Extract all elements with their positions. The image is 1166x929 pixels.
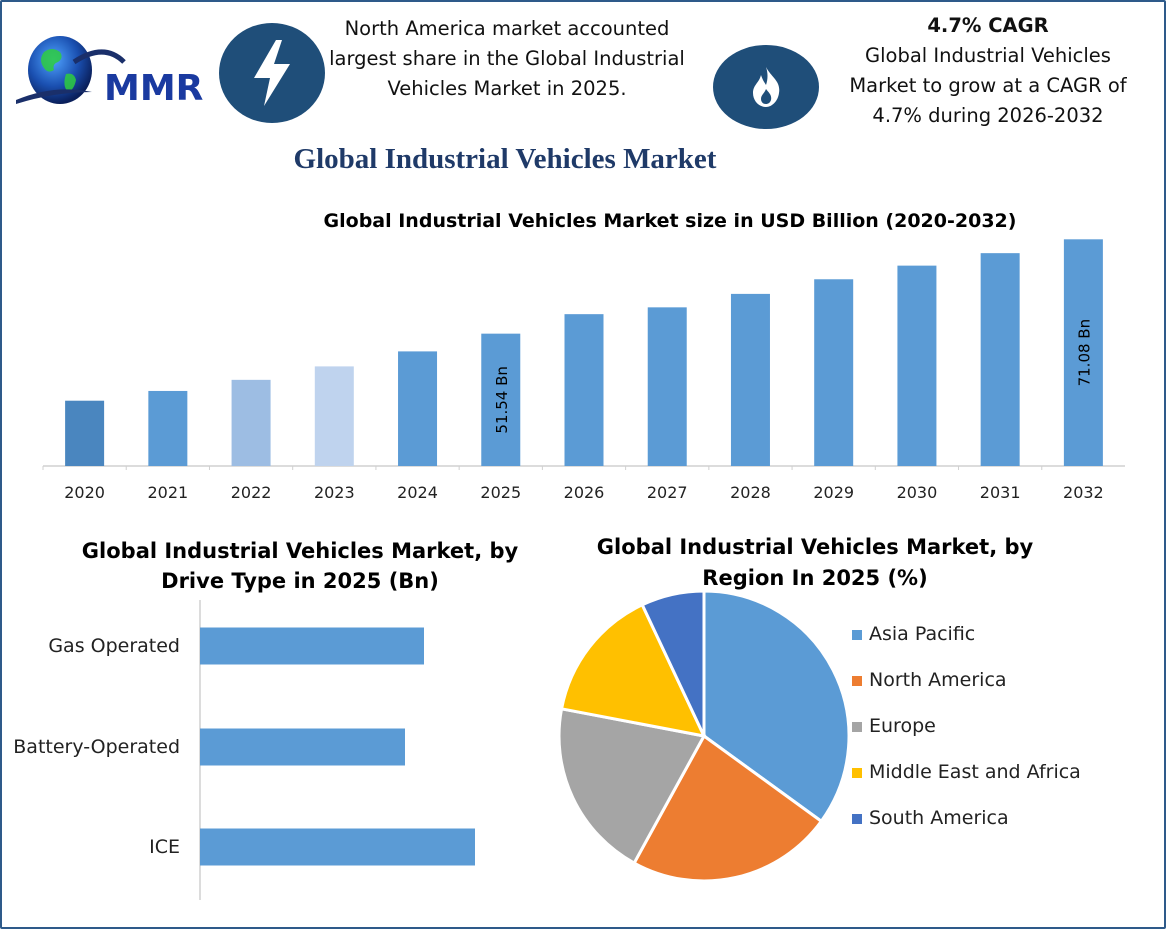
data-label-2025: 51.54 Bn (493, 366, 511, 434)
bar-2026 (564, 314, 604, 466)
main-title: Global Industrial Vehicles Market (293, 143, 717, 175)
bar-2020 (65, 400, 105, 466)
x-tick-label-2020: 2020 (64, 483, 105, 502)
legend-label-middle-east-and-africa: Middle East and Africa (869, 761, 1081, 783)
mmr-logo: MMR (14, 22, 214, 112)
market-size-bar-chart: 2020 2021 2022 2023 2024 2025 51.54 Bn 2026 2027… (42, 239, 1125, 502)
cagr-callout: 4.7% CAGR Global Industrial Vehicles Mar… (830, 11, 1146, 131)
drive-type-chart-title: Global Industrial Vehicles Market, by Dr… (81, 539, 519, 593)
x-tick-label-2032: 2032 (1063, 483, 1104, 502)
x-tick-label-2026: 2026 (564, 483, 605, 502)
data-label-2032: 71.08 Bn (1075, 319, 1093, 387)
x-tick-label-2028: 2028 (730, 483, 771, 502)
legend-swatch (852, 814, 862, 824)
x-tick-label-2031: 2031 (980, 483, 1021, 502)
bar-2025 (481, 333, 521, 466)
bar-chart-title: Global Industrial Vehicles Market size i… (323, 210, 1017, 232)
cagr-title: 4.7% CAGR (927, 14, 1049, 37)
legend-label-north-america: North America (869, 669, 1007, 691)
pie-slice-asia-pacific (702, 589, 851, 824)
bar-2031 (980, 253, 1020, 466)
bar-2028 (730, 293, 770, 466)
legend-label-asia-pacific: Asia Pacific (869, 623, 975, 645)
bar-2030 (897, 265, 937, 466)
bar-2027 (647, 307, 687, 466)
flame-icon (713, 45, 819, 129)
legend-swatch (852, 630, 862, 640)
bar-2024 (398, 351, 438, 466)
bar-2029 (814, 279, 854, 466)
x-tick-label-2021: 2021 (147, 483, 188, 502)
category-label: Battery-Operated (13, 736, 180, 758)
x-tick-label-2029: 2029 (813, 483, 854, 502)
legend-swatch (852, 768, 862, 778)
legend-swatch (852, 722, 862, 732)
x-tick-label-2023: 2023 (314, 483, 355, 502)
x-tick-label-2027: 2027 (647, 483, 688, 502)
hbar-battery-operated (200, 728, 405, 766)
pie-slice-middle-east-and-africa (559, 602, 707, 739)
lightning-bolt-icon (219, 23, 325, 123)
cagr-description: Global Industrial Vehicles Market to gro… (849, 44, 1127, 127)
region-pie-chart: Asia Pacific North America Europe Middle Ea… (557, 589, 1081, 883)
hbar-gas-operated (200, 627, 424, 665)
legend-label-europe: Europe (869, 715, 936, 737)
pie-slice-south-america (640, 589, 706, 737)
pie-slice-north-america (632, 733, 824, 883)
bar-2021 (148, 390, 188, 466)
x-tick-label-2025: 2025 (480, 483, 521, 502)
x-tick-label-2022: 2022 (231, 483, 272, 502)
hbar-ice (200, 828, 475, 866)
bar-2023 (314, 366, 354, 466)
bar-2022 (231, 379, 271, 466)
north-america-callout: North America market accounted largest s… (329, 17, 685, 100)
bar-2032 (1063, 239, 1103, 466)
category-label: ICE (149, 836, 180, 858)
pie-slice-europe (557, 707, 707, 866)
category-label: Gas Operated (48, 635, 180, 657)
region-chart-title: Global Industrial Vehicles Market, by Re… (596, 535, 1034, 590)
legend-swatch (852, 676, 862, 686)
legend-label-south-america: South America (869, 807, 1009, 829)
drive-type-bar-chart: Gas Operated Battery-Operated ICE (13, 600, 475, 900)
x-tick-label-2024: 2024 (397, 483, 438, 502)
logo-text: MMR (104, 68, 203, 109)
x-tick-label-2030: 2030 (897, 483, 938, 502)
